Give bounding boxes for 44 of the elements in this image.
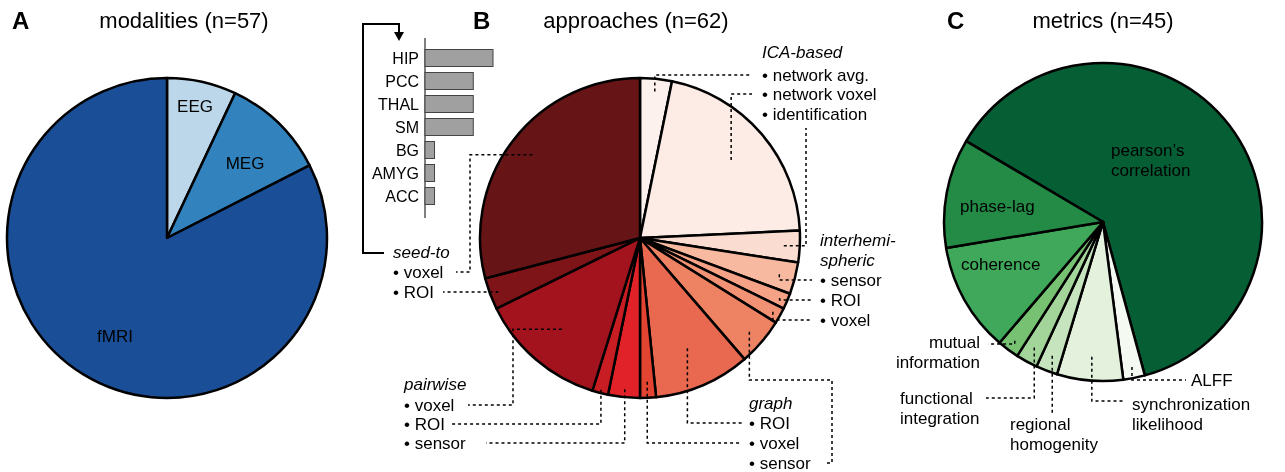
slice-label: • sensor bbox=[404, 434, 467, 453]
slice-label: coherence bbox=[961, 255, 1041, 274]
y-tick-label: PCC bbox=[385, 73, 419, 90]
text: C bbox=[947, 7, 965, 34]
slice-label: MEG bbox=[225, 154, 265, 173]
slice-label: • ROI bbox=[749, 414, 790, 433]
slice-label: regional homogenity bbox=[1010, 415, 1099, 454]
text: ICA-based bbox=[762, 43, 843, 62]
slice-label: pearson’s correlation bbox=[1111, 141, 1191, 180]
slice-label: EEG bbox=[177, 97, 213, 116]
slice-label: synchronization likelihood bbox=[1132, 395, 1251, 434]
slice-label: • sensor bbox=[820, 271, 883, 290]
slice-label: functional integration bbox=[900, 389, 980, 428]
slice-label: fMRI bbox=[97, 327, 133, 346]
slice-label: ALFF bbox=[1191, 371, 1233, 390]
slice-label: • voxel bbox=[393, 263, 444, 282]
slice-label: phase-lag bbox=[960, 197, 1035, 216]
y-tick-label: BG bbox=[395, 142, 419, 159]
y-tick-label: AMYG bbox=[371, 165, 419, 182]
slice-label: • voxel bbox=[404, 396, 455, 415]
y-tick-label: THAL bbox=[378, 96, 420, 113]
text: B bbox=[473, 7, 491, 34]
slice-label: • voxel bbox=[749, 434, 800, 453]
pie-slice bbox=[5, 76, 329, 400]
slice-label: • ROI bbox=[404, 415, 445, 434]
slice-label: • identification bbox=[762, 105, 868, 124]
y-tick-label: ACC bbox=[385, 188, 419, 205]
y-tick-label: SM bbox=[395, 119, 419, 136]
text: pairwise bbox=[403, 375, 467, 394]
slice-label: • network avg. bbox=[762, 66, 870, 85]
chart-title: approaches (n=62) bbox=[543, 8, 729, 33]
slice-label: • network voxel bbox=[762, 85, 877, 104]
text: interhemi-spheric bbox=[820, 231, 896, 270]
chart-title: modalities (n=57) bbox=[99, 8, 269, 33]
chart-title: metrics (n=45) bbox=[1032, 8, 1174, 33]
slice-label: mutual information bbox=[895, 333, 980, 372]
slice-label: • voxel bbox=[820, 311, 871, 330]
y-tick-label: HIP bbox=[392, 50, 419, 67]
text: graph bbox=[749, 394, 793, 413]
slice-label: • ROI bbox=[820, 291, 861, 310]
text: A bbox=[12, 7, 30, 34]
slice-label: • sensor bbox=[749, 454, 812, 472]
text: seed-to bbox=[393, 243, 450, 262]
slice-label: • ROI bbox=[393, 283, 434, 302]
